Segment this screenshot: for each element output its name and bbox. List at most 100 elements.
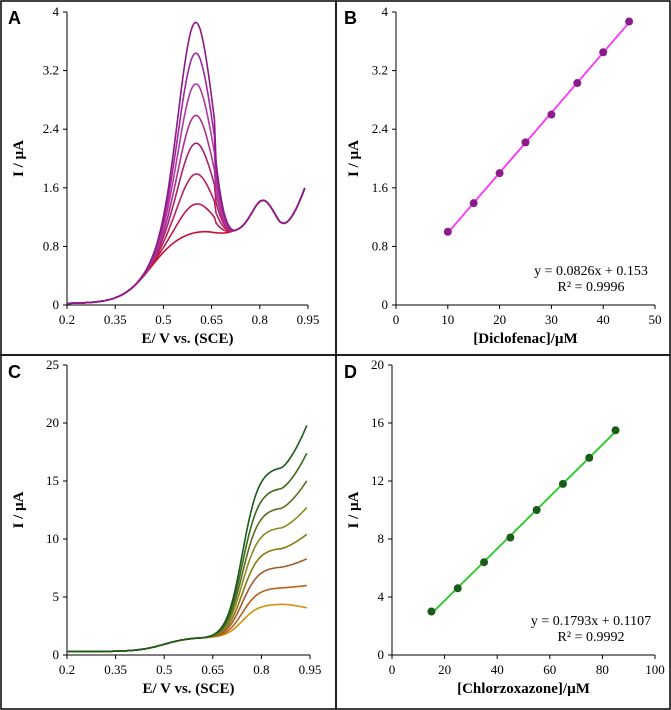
y-tick-label: 0 — [378, 647, 385, 662]
voltammogram-series — [67, 142, 306, 305]
x-tick-label: 20 — [493, 312, 506, 327]
panel-letter: A — [8, 8, 21, 28]
y-tick-label: 0 — [382, 297, 389, 312]
voltammogram-series — [67, 425, 308, 653]
voltammogram-series — [67, 533, 308, 653]
panel-letter: C — [8, 362, 21, 382]
y-tick-label: 16 — [371, 415, 385, 430]
y-tick-label: 0.8 — [43, 238, 59, 253]
voltammogram-series — [67, 83, 306, 305]
x-tick-label: 0 — [389, 662, 396, 677]
regression-equation: y = 0.1793x + 0.1107 — [531, 614, 651, 629]
x-tick-label: 0.35 — [104, 662, 127, 677]
data-point — [443, 227, 452, 236]
voltammogram-series — [67, 173, 306, 305]
x-tick-label: 30 — [545, 312, 558, 327]
x-tick-label: 0.35 — [104, 312, 127, 327]
x-tick-label: 40 — [597, 312, 610, 327]
voltammogram-series — [67, 480, 308, 653]
voltammogram-series — [67, 452, 308, 653]
voltammogram-series — [67, 603, 307, 653]
y-tick-label: 0 — [53, 297, 60, 312]
data-point — [547, 110, 556, 119]
y-tick-label: 1.6 — [43, 180, 60, 195]
panel-b: 00.81.62.43.240 10 20 30 40 50[Diclofenac]/µM… — [335, 0, 671, 356]
data-point — [495, 169, 504, 178]
data-point — [625, 17, 634, 26]
data-point — [573, 79, 582, 88]
x-axis-label: E/ V vs. (SCE) — [142, 331, 234, 347]
data-point — [506, 533, 515, 542]
y-tick-label: 4 — [382, 4, 389, 19]
y-tick-label: 10 — [46, 531, 59, 546]
x-tick-label: 20 — [438, 662, 451, 677]
y-tick-label: 0 — [53, 647, 60, 662]
y-tick-label: 1.6 — [372, 180, 389, 195]
y-tick-label: 8 — [378, 531, 385, 546]
voltammogram-series — [67, 506, 308, 653]
y-tick-label: 3.2 — [43, 63, 59, 78]
panel-c: 0 5 10 15 20 25 0.2 0.35 0.5 0.65 0.8 0.95 E/ V vs. … — [0, 354, 337, 710]
y-tick-label: 20 — [371, 357, 384, 372]
x-tick-label: 0.8 — [252, 312, 268, 327]
x-tick-label: 40 — [491, 662, 504, 677]
y-tick-label: 25 — [46, 357, 59, 372]
y-tick-label: 15 — [46, 473, 59, 488]
x-axis-label: [Diclofenac]/µM — [473, 331, 577, 347]
data-point — [480, 558, 489, 567]
y-tick-label: 4 — [53, 4, 60, 19]
x-tick-label: 10 — [441, 312, 454, 327]
voltammogram-series — [67, 52, 306, 305]
y-axis-label: I / µA — [11, 491, 27, 528]
data-point — [427, 607, 436, 616]
data-point — [599, 48, 608, 57]
data-point — [532, 506, 541, 514]
voltammogram-series — [67, 21, 306, 305]
regression-equation: y = 0.0826x + 0.153 — [534, 264, 648, 279]
y-tick-label: 2.4 — [372, 121, 389, 136]
y-tick-label: 12 — [371, 473, 384, 488]
fit-line — [447, 21, 630, 234]
panel-letter: D — [344, 362, 357, 382]
x-tick-label: 0.5 — [155, 312, 171, 327]
panel-frame — [335, 354, 671, 710]
y-tick-label: 3.2 — [372, 63, 388, 78]
data-point — [611, 426, 620, 435]
x-tick-label: 0.65 — [201, 662, 224, 677]
panel-d: 0 4 8 12 16 20 0 20 40 60 80 100 [Chlorzoxazone]/µM I… — [335, 354, 671, 710]
x-tick-label: 100 — [645, 662, 665, 677]
r-squared: R² = 0.9996 — [558, 280, 625, 295]
y-axis-label: I / µA — [11, 140, 27, 177]
y-tick-label: 5 — [53, 589, 60, 604]
voltammogram-series — [67, 114, 306, 305]
x-tick-label: 80 — [596, 662, 609, 677]
data-point — [453, 584, 462, 593]
y-tick-label: 0.8 — [372, 238, 388, 253]
voltammogram-series — [67, 584, 307, 653]
x-tick-label: 0.5 — [156, 662, 172, 677]
x-tick-label: 0.2 — [59, 662, 75, 677]
x-tick-label: 0.8 — [253, 662, 269, 677]
x-axis-label: E/ V vs. (SCE) — [143, 681, 235, 697]
x-tick-label: 60 — [543, 662, 556, 677]
data-point — [521, 138, 530, 147]
y-tick-label: 20 — [46, 415, 59, 430]
x-tick-label: 0 — [393, 312, 400, 327]
panel-frame — [0, 0, 337, 356]
data-point — [558, 479, 567, 488]
x-tick-label: 0.65 — [200, 312, 223, 327]
fit-line — [430, 431, 617, 615]
y-tick-label: 4 — [378, 589, 385, 604]
x-tick-label: 50 — [649, 312, 662, 327]
data-point — [585, 453, 594, 462]
y-axis-label: I / µA — [346, 491, 362, 528]
x-tick-label: 0.2 — [59, 312, 75, 327]
x-axis-label: [Chlorzoxazone]/µM — [457, 681, 590, 697]
panel-a: 0 0.8 1.6 2.4 3.2 4 0.2 0.35 0.5 0.65 0.8 0.95 E/ V … — [0, 0, 337, 356]
x-tick-label: 0.95 — [299, 662, 322, 677]
data-point — [469, 199, 478, 208]
panel-letter: B — [344, 8, 357, 28]
y-tick-label: 2.4 — [43, 121, 60, 136]
r-squared: R² = 0.9992 — [558, 630, 625, 645]
